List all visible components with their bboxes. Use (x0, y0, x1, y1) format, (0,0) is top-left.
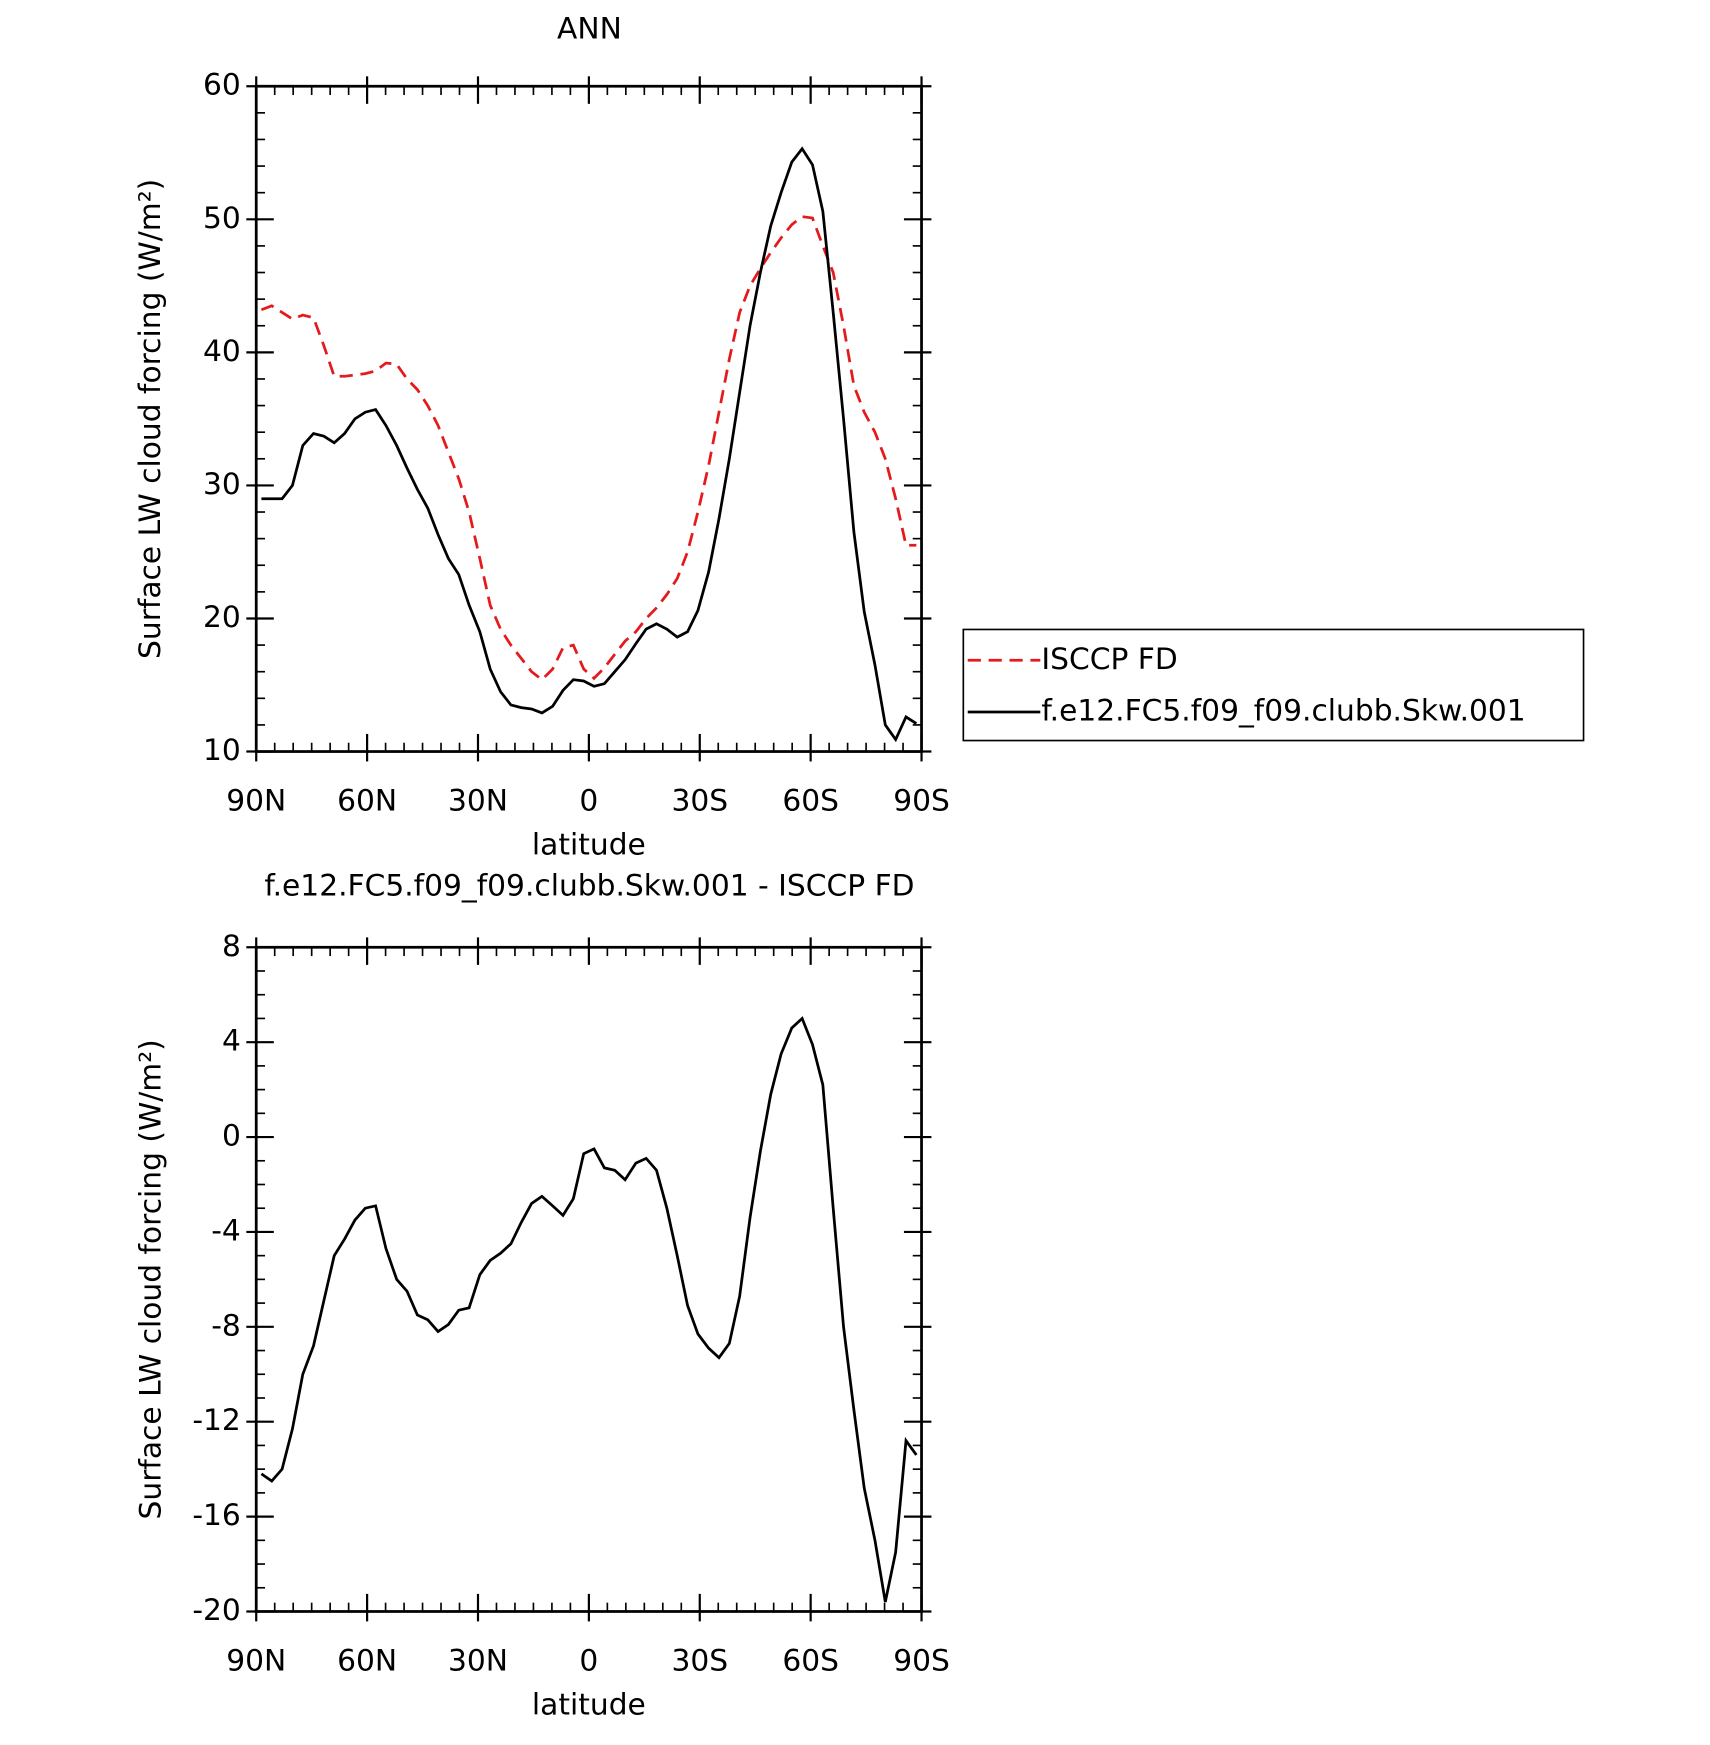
legend-box (962, 628, 1585, 742)
x-tick-label: 60S (782, 784, 839, 819)
y-tick-label: -16 (192, 1498, 241, 1533)
y-tick-label: 50 (203, 201, 241, 236)
x-axis-label: latitude (532, 828, 646, 863)
y-tick-label: -4 (211, 1213, 241, 1248)
y-tick-label: 10 (203, 733, 241, 768)
x-tick-label: 0 (579, 784, 598, 819)
x-tick-label: 0 (579, 1644, 598, 1679)
x-tick-label: 60S (782, 1644, 839, 1679)
y-tick-label: 60 (203, 68, 241, 103)
y-tick-label: 30 (203, 467, 241, 502)
y-tick-label: 4 (222, 1024, 241, 1059)
y-tick-label: -20 (192, 1593, 241, 1628)
y-axis-label: Surface LW cloud forcing (W/m²) (133, 179, 168, 659)
x-tick-label: 60N (337, 1644, 397, 1679)
x-tick-label: 60N (337, 784, 397, 819)
x-tick-label: 30S (671, 1644, 728, 1679)
x-tick-label: 90S (893, 1644, 950, 1679)
y-tick-label: 20 (203, 600, 241, 635)
x-tick-label: 90N (226, 1644, 286, 1679)
plot-frame (254, 945, 923, 1613)
y-tick-label: -12 (192, 1403, 241, 1438)
y-tick-label: 40 (203, 334, 241, 369)
chart-title: ANN (557, 12, 622, 47)
legend-label: f.e12.FC5.f09_f09.clubb.Skw.001 (1041, 693, 1525, 728)
x-tick-label: 30N (448, 1644, 508, 1679)
x-tick-label: 90S (893, 784, 950, 819)
x-tick-label: 90N (226, 784, 286, 819)
data-line (260, 1016, 918, 1603)
data-line (261, 146, 918, 743)
y-tick-label: -8 (211, 1308, 241, 1343)
y-tick-label: 0 (222, 1119, 241, 1154)
x-axis-label: latitude (532, 1688, 646, 1723)
chart-title: f.e12.FC5.f09_f09.clubb.Skw.001 - ISCCP … (264, 868, 914, 903)
x-tick-label: 30S (671, 784, 728, 819)
x-tick-label: 30N (448, 784, 508, 819)
data-line (260, 215, 917, 682)
legend-label: ISCCP FD (1041, 642, 1177, 677)
y-axis-label: Surface LW cloud forcing (W/m²) (133, 1039, 168, 1519)
y-tick-label: 8 (222, 929, 241, 964)
